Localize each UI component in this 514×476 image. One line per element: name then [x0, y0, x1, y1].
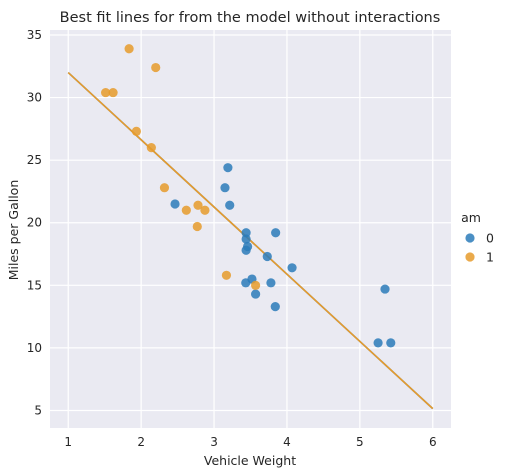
data-point — [200, 205, 210, 215]
data-point — [270, 301, 280, 312]
legend-marker-1 — [465, 252, 475, 262]
data-point — [386, 338, 396, 348]
data-point — [241, 228, 251, 238]
legend-title: am — [461, 210, 481, 225]
data-point — [287, 263, 297, 273]
x-tick-label: 1 — [64, 435, 72, 449]
data-point — [271, 228, 281, 238]
data-point — [266, 278, 276, 288]
data-point — [251, 280, 261, 290]
data-points — [101, 44, 396, 348]
data-point — [251, 289, 261, 299]
y-tick-label: 5 — [34, 403, 42, 417]
data-point — [159, 183, 170, 193]
data-point — [108, 87, 118, 98]
x-tick-labels: 1 2 3 4 5 6 — [64, 435, 436, 449]
data-point — [124, 44, 134, 54]
data-point — [223, 163, 233, 173]
data-point — [373, 338, 383, 348]
y-tick-label: 10 — [27, 341, 42, 355]
legend: am 0 1 — [461, 210, 494, 265]
x-axis-label: Vehicle Weight — [204, 453, 296, 468]
plot-background — [50, 30, 451, 428]
series-1 — [101, 44, 261, 290]
y-tick-label: 25 — [27, 153, 42, 167]
x-tick-label: 6 — [429, 435, 437, 449]
x-tick-label: 3 — [210, 435, 218, 449]
legend-label-1: 1 — [486, 250, 494, 265]
data-point — [380, 284, 390, 294]
data-point — [151, 62, 161, 73]
chart-title: Best fit lines for from the model withou… — [60, 10, 441, 26]
data-point — [146, 143, 156, 153]
data-point — [241, 245, 251, 255]
data-point — [221, 270, 232, 280]
data-point — [193, 200, 203, 210]
data-point — [192, 221, 202, 232]
x-tick-label: 2 — [137, 435, 145, 449]
data-point — [225, 200, 235, 210]
x-tick-label: 5 — [356, 435, 364, 449]
legend-marker-0 — [465, 233, 475, 243]
data-point — [131, 126, 141, 136]
data-point — [101, 87, 111, 98]
grid — [50, 30, 451, 428]
data-point — [241, 278, 251, 288]
y-tick-label: 30 — [27, 91, 42, 105]
y-tick-label: 20 — [27, 216, 42, 230]
fit-line-1 — [67, 71, 434, 410]
data-point — [170, 199, 180, 209]
legend-label-0: 0 — [486, 231, 494, 246]
y-tick-label: 35 — [27, 28, 42, 42]
data-point — [262, 251, 272, 262]
data-point — [220, 183, 230, 193]
y-axis-label: Miles per Gallon — [6, 180, 21, 281]
fit-lines — [67, 71, 434, 410]
y-tick-labels: 5 10 15 20 25 30 35 — [27, 28, 42, 417]
x-tick-label: 4 — [283, 435, 291, 449]
series-0 — [170, 163, 396, 348]
data-point — [181, 205, 191, 215]
y-tick-label: 15 — [27, 278, 42, 292]
